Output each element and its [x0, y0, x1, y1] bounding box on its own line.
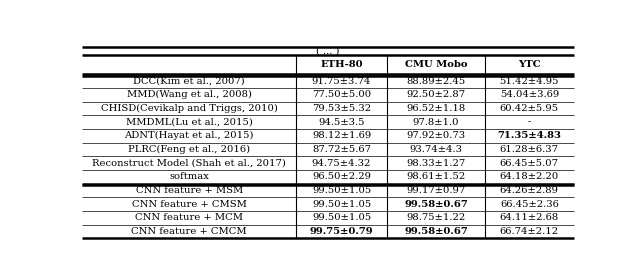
Text: 98.33±1.27: 98.33±1.27 [406, 158, 466, 168]
Text: 61.28±6.37: 61.28±6.37 [500, 145, 559, 154]
Text: CNN feature + MCM: CNN feature + MCM [135, 213, 243, 222]
Text: CNN feature + CMCM: CNN feature + CMCM [131, 227, 247, 236]
Text: ( ... ): ( ... ) [316, 46, 340, 56]
Text: Reconstruct Model (Shah et al., 2017): Reconstruct Model (Shah et al., 2017) [92, 158, 286, 168]
Text: 98.12±1.69: 98.12±1.69 [312, 131, 371, 140]
Text: 99.50±1.05: 99.50±1.05 [312, 200, 371, 208]
Text: 64.26±2.89: 64.26±2.89 [500, 186, 559, 195]
Text: 96.50±2.29: 96.50±2.29 [312, 172, 371, 181]
Text: 99.75±0.79: 99.75±0.79 [310, 227, 373, 236]
Text: 66.45±5.07: 66.45±5.07 [500, 158, 559, 168]
Text: CNN feature + MSM: CNN feature + MSM [136, 186, 243, 195]
Text: 66.45±2.36: 66.45±2.36 [500, 200, 559, 208]
Text: 99.17±0.97: 99.17±0.97 [406, 186, 466, 195]
Text: 99.58±0.67: 99.58±0.67 [404, 227, 468, 236]
Text: 66.74±2.12: 66.74±2.12 [500, 227, 559, 236]
Text: 79.53±5.32: 79.53±5.32 [312, 104, 371, 113]
Text: 64.18±2.20: 64.18±2.20 [500, 172, 559, 181]
Text: 77.50±5.00: 77.50±5.00 [312, 90, 371, 99]
Text: CMU Mobo: CMU Mobo [404, 60, 467, 69]
Text: 97.92±0.73: 97.92±0.73 [406, 131, 465, 140]
Text: 94.5±3.5: 94.5±3.5 [318, 118, 365, 127]
Text: 99.50±1.05: 99.50±1.05 [312, 213, 371, 222]
Text: 98.61±1.52: 98.61±1.52 [406, 172, 466, 181]
Text: 91.75±3.74: 91.75±3.74 [312, 77, 371, 86]
Text: 96.52±1.18: 96.52±1.18 [406, 104, 466, 113]
Text: 93.74±4.3: 93.74±4.3 [410, 145, 463, 154]
Text: CNN feature + CMSM: CNN feature + CMSM [132, 200, 246, 208]
Text: softmax: softmax [170, 172, 209, 181]
Text: -: - [527, 118, 531, 127]
Text: 87.72±5.67: 87.72±5.67 [312, 145, 371, 154]
Text: DCC(Kim et al., 2007): DCC(Kim et al., 2007) [133, 77, 245, 86]
Text: 51.42±4.95: 51.42±4.95 [500, 77, 559, 86]
Text: 99.58±0.67: 99.58±0.67 [404, 200, 468, 208]
Text: 71.35±4.83: 71.35±4.83 [497, 131, 561, 140]
Text: CHISD(Cevikalp and Triggs, 2010): CHISD(Cevikalp and Triggs, 2010) [101, 104, 278, 113]
Text: 92.50±2.87: 92.50±2.87 [406, 90, 465, 99]
Text: 97.8±1.0: 97.8±1.0 [413, 118, 460, 127]
Text: 88.89±2.45: 88.89±2.45 [406, 77, 466, 86]
Text: MMD(Wang et al., 2008): MMD(Wang et al., 2008) [127, 90, 252, 99]
Text: 94.75±4.32: 94.75±4.32 [312, 158, 371, 168]
Text: MMDML(Lu et al., 2015): MMDML(Lu et al., 2015) [126, 118, 253, 127]
Text: ADNT(Hayat et al., 2015): ADNT(Hayat et al., 2015) [125, 131, 254, 140]
Text: PLRC(Feng et al., 2016): PLRC(Feng et al., 2016) [128, 145, 250, 154]
Text: ETH-80: ETH-80 [320, 60, 363, 69]
Text: 60.42±5.95: 60.42±5.95 [500, 104, 559, 113]
Text: YTC: YTC [518, 60, 541, 69]
Text: 64.11±2.68: 64.11±2.68 [500, 213, 559, 222]
Text: 98.75±1.22: 98.75±1.22 [406, 213, 466, 222]
Text: 54.04±3.69: 54.04±3.69 [500, 90, 559, 99]
Text: 99.50±1.05: 99.50±1.05 [312, 186, 371, 195]
